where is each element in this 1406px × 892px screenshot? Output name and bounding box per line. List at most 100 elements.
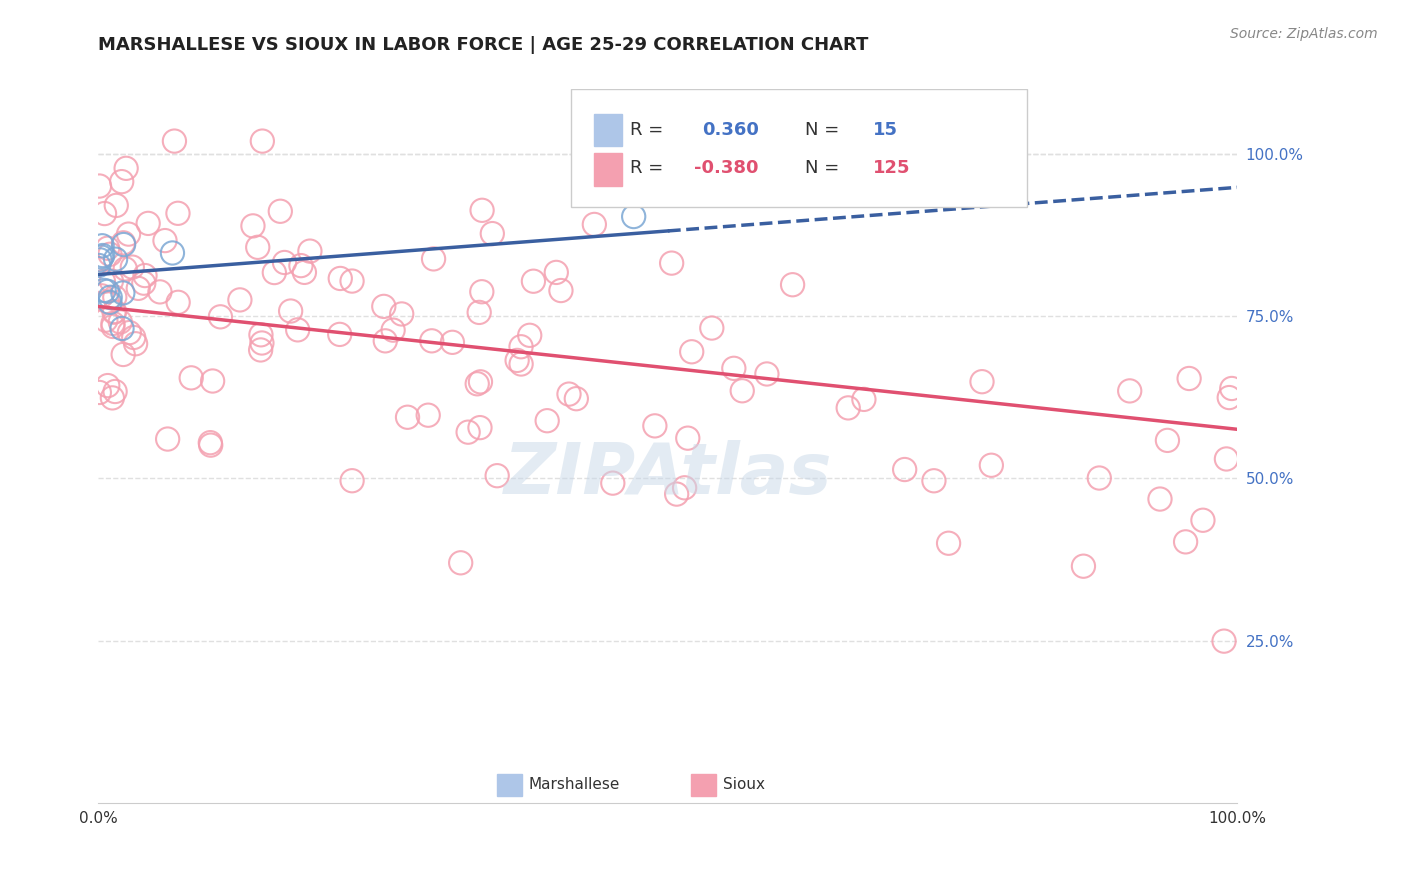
Point [111,175,134,189]
Point [852,392,875,407]
Point [115,161,138,176]
Point [340,474,363,488]
Point [249,343,271,357]
Point [1156,434,1178,448]
Point [396,410,419,425]
Point [290,259,312,273]
Point [522,274,544,288]
Point [1149,491,1171,506]
Point [111,321,134,335]
Point [329,271,352,285]
Point [623,210,645,224]
Point [481,227,503,241]
Point [103,304,125,318]
Point [117,227,139,241]
Text: -0.380: -0.380 [695,159,759,178]
Point [340,274,363,288]
Point [153,234,176,248]
Point [97,241,120,255]
Point [292,265,315,279]
Point [468,305,491,319]
Point [506,353,529,368]
Point [644,418,666,433]
Point [471,285,494,299]
Point [1220,382,1243,396]
Point [287,323,309,337]
Point [420,334,443,348]
Point [837,401,859,415]
Point [167,295,190,310]
Text: 0.360: 0.360 [702,121,759,139]
Point [104,384,127,399]
Text: ZIPAtlas: ZIPAtlas [503,440,832,509]
Point [418,408,440,422]
Point [242,219,264,233]
Point [134,268,156,283]
Point [329,327,352,342]
Point [98,295,121,310]
Point [250,336,273,351]
Point [1192,513,1215,527]
Point [550,284,572,298]
Point [468,420,491,434]
Point [89,179,111,194]
Text: 15: 15 [873,121,898,139]
Point [162,246,184,260]
Point [90,289,112,303]
Point [441,335,464,350]
Point [104,290,127,304]
Point [112,347,135,361]
FancyBboxPatch shape [593,114,623,146]
Point [90,250,112,264]
Point [583,218,606,232]
Point [180,371,202,385]
Point [101,391,124,405]
Point [374,334,396,348]
Point [94,313,117,327]
Point [209,310,232,324]
Point [93,206,115,220]
Point [163,134,186,148]
Point [200,438,222,452]
Point [93,275,115,289]
FancyBboxPatch shape [498,774,522,796]
Point [101,317,124,331]
Point [121,260,143,274]
Text: Sioux: Sioux [723,778,765,792]
Point [486,468,509,483]
Point [1174,534,1197,549]
Point [167,206,190,220]
Point [1073,559,1095,574]
Point [298,244,321,259]
Point [104,252,127,267]
Point [112,235,135,250]
Point [723,361,745,376]
Text: MARSHALLESE VS SIOUX IN LABOR FORCE | AGE 25-29 CORRELATION CHART: MARSHALLESE VS SIOUX IN LABOR FORCE | AG… [98,36,869,54]
Point [422,252,444,266]
Point [89,385,111,400]
Point [112,237,135,252]
Point [98,247,121,261]
FancyBboxPatch shape [593,153,623,186]
Point [105,198,128,212]
Point [124,336,146,351]
Point [893,462,915,476]
Point [471,203,494,218]
Point [470,375,492,389]
Point [200,435,222,450]
Text: R =: R = [630,159,664,178]
Point [546,265,568,279]
Point [661,256,683,270]
Point [96,285,118,299]
Point [1213,634,1236,648]
Point [1215,452,1237,467]
Point [673,481,696,495]
Point [676,431,699,445]
Point [103,305,125,319]
Point [510,340,533,354]
Text: N =: N = [804,121,839,139]
Point [122,330,145,344]
Point [111,285,134,300]
Point [922,474,945,488]
Point [700,321,723,335]
